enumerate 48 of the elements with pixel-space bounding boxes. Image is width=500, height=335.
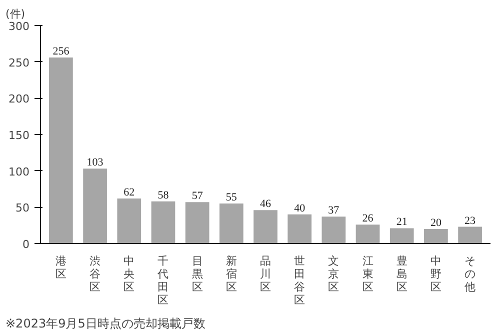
data-label: 20: [430, 216, 442, 229]
y-tick-label: 100: [8, 165, 30, 178]
x-tick-label: 世田谷区: [294, 254, 306, 306]
x-tick-label: 品川区: [260, 254, 271, 294]
y-tick-label: 50: [16, 202, 30, 215]
x-tick-label: 千代田区: [156, 254, 169, 306]
bar: [49, 57, 73, 244]
bar: [151, 201, 176, 244]
x-tick-label: 文京区: [328, 254, 340, 294]
data-label: 58: [158, 189, 170, 202]
data-label: 55: [226, 192, 238, 204]
x-tick-label: 渋谷区: [90, 254, 101, 294]
data-label: 26: [362, 212, 374, 225]
x-tick-label: 新宿区: [226, 254, 237, 294]
bar: [219, 204, 244, 244]
data-label: 46: [260, 198, 272, 210]
x-tick-label: 港区: [55, 254, 66, 280]
data-label: 40: [294, 202, 306, 214]
bar: [322, 216, 346, 244]
bar: [254, 210, 278, 244]
bar: [458, 226, 482, 244]
bar: [117, 198, 142, 244]
data-label: 57: [192, 190, 204, 202]
bar: [288, 214, 312, 244]
y-tick-label: 250: [8, 56, 30, 70]
y-tick-label: 0: [22, 238, 30, 251]
bar: [83, 168, 107, 244]
x-tick-label: 豊島区: [396, 254, 408, 294]
x-tick-label: 江東区: [362, 254, 374, 294]
x-tick-label: 目黒区: [192, 254, 203, 294]
x-tick-label: 中野区: [430, 254, 442, 294]
text: ※2023年9月5日時点の売却掲載戸数: [6, 316, 206, 330]
x-tick-label: その他: [464, 254, 476, 294]
data-label: 62: [124, 186, 135, 198]
bar: [185, 202, 210, 244]
data-label: 23: [464, 214, 476, 227]
y-tick-label: 150: [8, 129, 30, 142]
bar: [356, 224, 380, 244]
data-label: 37: [328, 204, 340, 217]
data-label: 103: [86, 156, 104, 169]
x-tick-label: 中央区: [124, 254, 135, 294]
data-label: 256: [52, 45, 70, 58]
bar: [390, 228, 414, 244]
y-tick-label: 300: [8, 20, 30, 33]
y-tick-label: 200: [8, 92, 30, 106]
data-label: 21: [396, 216, 408, 228]
bar: [424, 228, 448, 244]
y-axis-title: (件): [6, 8, 26, 20]
